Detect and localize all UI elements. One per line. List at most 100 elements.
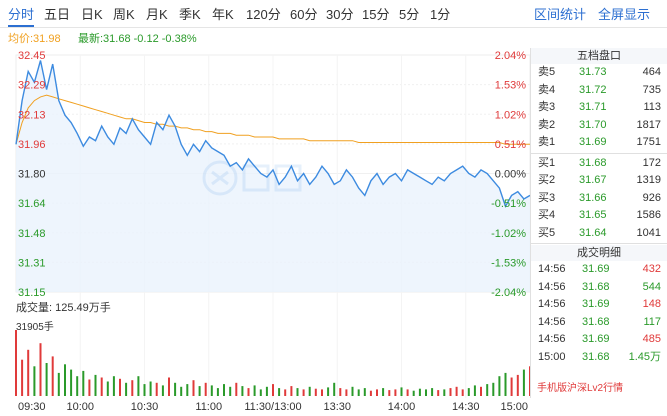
bid-price: 31.64	[579, 226, 607, 239]
ask-list: 卖5 31.73 464 卖4 31.72 735 卖3 31.71 113 卖2 31.70 181…	[531, 64, 667, 152]
ask-volume: 1817	[636, 118, 661, 131]
trade-time: 14:56	[538, 280, 566, 293]
tab-daily-k[interactable]: 日K	[81, 7, 103, 22]
lv2-quote-link[interactable]: 手机版沪深Lv2行情	[537, 383, 624, 394]
ask-row: 卖1 31.69 1751	[531, 134, 667, 152]
intraday-chart[interactable]: 32.45 32.29 32.13 31.96 31.80 31.64 31.48 31.31…	[0, 0, 530, 416]
volume-bar	[223, 384, 225, 396]
bid-row: 买5 31.64 1041	[531, 225, 667, 243]
ask-volume: 113	[643, 101, 661, 113]
volume-bar	[253, 385, 256, 396]
volume-bar	[198, 386, 201, 396]
trades-title: 成交明细	[531, 245, 667, 261]
volume-bar	[137, 376, 140, 396]
tab-intraday[interactable]: 分时	[8, 6, 35, 27]
ask-level-label: 卖5	[538, 66, 556, 78]
volume-bar	[425, 389, 427, 396]
tab-quarterly-k[interactable]: 季K	[179, 7, 201, 22]
volume-bar	[467, 388, 470, 396]
volume-bar	[265, 386, 268, 396]
volume-bar	[88, 379, 91, 396]
ask-price: 31.73	[579, 66, 607, 78]
volume-bar	[480, 386, 482, 396]
trade-row: 15:00 31.68 1.45万	[531, 349, 667, 367]
y-tick-label: 32.45	[18, 50, 46, 62]
tab-weekly-k[interactable]: 周K	[113, 7, 135, 22]
bid-volume: 1041	[636, 226, 661, 239]
volume-bar	[382, 388, 385, 396]
trade-time: 14:56	[538, 298, 566, 310]
tab-monthly-k[interactable]: 月K	[146, 7, 168, 22]
tab-yearly-k[interactable]: 年K	[212, 7, 234, 22]
bid-level-label: 买1	[538, 156, 556, 169]
volume-bar	[333, 382, 336, 396]
ask-level-label: 卖1	[538, 136, 556, 148]
ask-price: 31.71	[579, 101, 607, 113]
y-tick-label: 31.96	[18, 139, 46, 151]
price-line	[15, 60, 530, 209]
volume-bar	[431, 388, 434, 396]
tab-60min[interactable]: 60分	[290, 7, 318, 22]
volume-bar	[443, 389, 446, 396]
x-tick-label: 13:30	[323, 401, 351, 413]
volume-bar	[290, 386, 293, 396]
x-axis-labels: 09:30 10:00 10:30 11:00 11:30/13:00 13:30 14:0…	[18, 401, 528, 413]
y-tick-label: 32.13	[18, 109, 46, 121]
pct-axis-labels: 2.04% 1.53% 1.02% 0.51% 0.00% -0.51% -1.02% -1.…	[491, 50, 526, 299]
ask-price: 31.69	[579, 136, 607, 148]
trade-time: 14:56	[538, 315, 566, 328]
range-stats-link[interactable]: 区间统计	[534, 7, 587, 22]
volume-bar	[192, 380, 195, 396]
tab-5min[interactable]: 5分	[399, 7, 420, 22]
volume-bar	[57, 372, 60, 396]
x-tick-label: 11:30/13:00	[244, 401, 301, 413]
volume-bar	[100, 377, 103, 396]
trade-time: 14:56	[538, 333, 566, 345]
pct-tick-label: 0.00%	[495, 169, 526, 181]
volume-bar	[76, 376, 79, 396]
volume-bar	[363, 388, 366, 396]
volume-bar	[339, 388, 342, 396]
tab-15min[interactable]: 15分	[362, 7, 390, 22]
volume-bar	[516, 374, 519, 396]
trade-row: 14:56 31.69 485	[531, 331, 667, 349]
volume-bar	[498, 376, 501, 396]
volume-bar	[272, 384, 274, 396]
volume-bars-layer	[15, 330, 530, 396]
volume-bar	[149, 381, 152, 396]
fullscreen-link[interactable]: 全屏显示	[598, 7, 651, 22]
volume-bar	[351, 386, 354, 396]
volume-bar	[492, 382, 495, 396]
y-tick-label: 31.64	[18, 198, 46, 210]
trade-volume: 117	[643, 315, 661, 328]
tab-120min[interactable]: 120分	[246, 7, 281, 22]
volume-bar	[112, 376, 115, 396]
volume-bar	[327, 387, 330, 396]
volume-bar	[45, 363, 48, 396]
trade-price: 31.69	[582, 333, 610, 345]
volume-bar	[51, 356, 54, 396]
volume-bar	[241, 386, 244, 396]
volume-bar	[131, 380, 134, 396]
x-tick-label: 09:30	[18, 401, 46, 413]
period-tab-bar: 分时 五日 日K 周K 月K 季K 年K 120分 60分 30分 15分 5分…	[0, 0, 667, 28]
tab-30min[interactable]: 30分	[326, 7, 354, 22]
pct-tick-label: 2.04%	[495, 50, 526, 62]
tab-five-day[interactable]: 五日	[44, 7, 71, 22]
price-line-layer	[15, 60, 530, 209]
pct-tick-label: -0.51%	[491, 198, 526, 210]
ask-row: 卖5 31.73 464	[531, 64, 667, 82]
y-tick-label: 31.48	[18, 228, 46, 240]
trade-volume: 148	[642, 298, 661, 310]
bid-level-label: 买2	[538, 174, 556, 186]
pct-tick-label: 0.51%	[495, 139, 526, 151]
ask-price: 31.72	[579, 83, 607, 96]
avg-price-label: 均价:31.98	[8, 33, 61, 45]
tab-1min[interactable]: 1分	[430, 7, 451, 22]
bid-row: 买1 31.68 172	[531, 155, 667, 173]
volume-bar	[345, 389, 348, 396]
volume-max-label: 31905手	[16, 320, 54, 333]
trade-volume: 1.45万	[628, 350, 661, 363]
bid-list: 买1 31.68 172 买2 31.67 1319 买3 31.66 926 买4 31.65 15…	[531, 155, 667, 243]
y-tick-label: 31.80	[18, 169, 46, 181]
